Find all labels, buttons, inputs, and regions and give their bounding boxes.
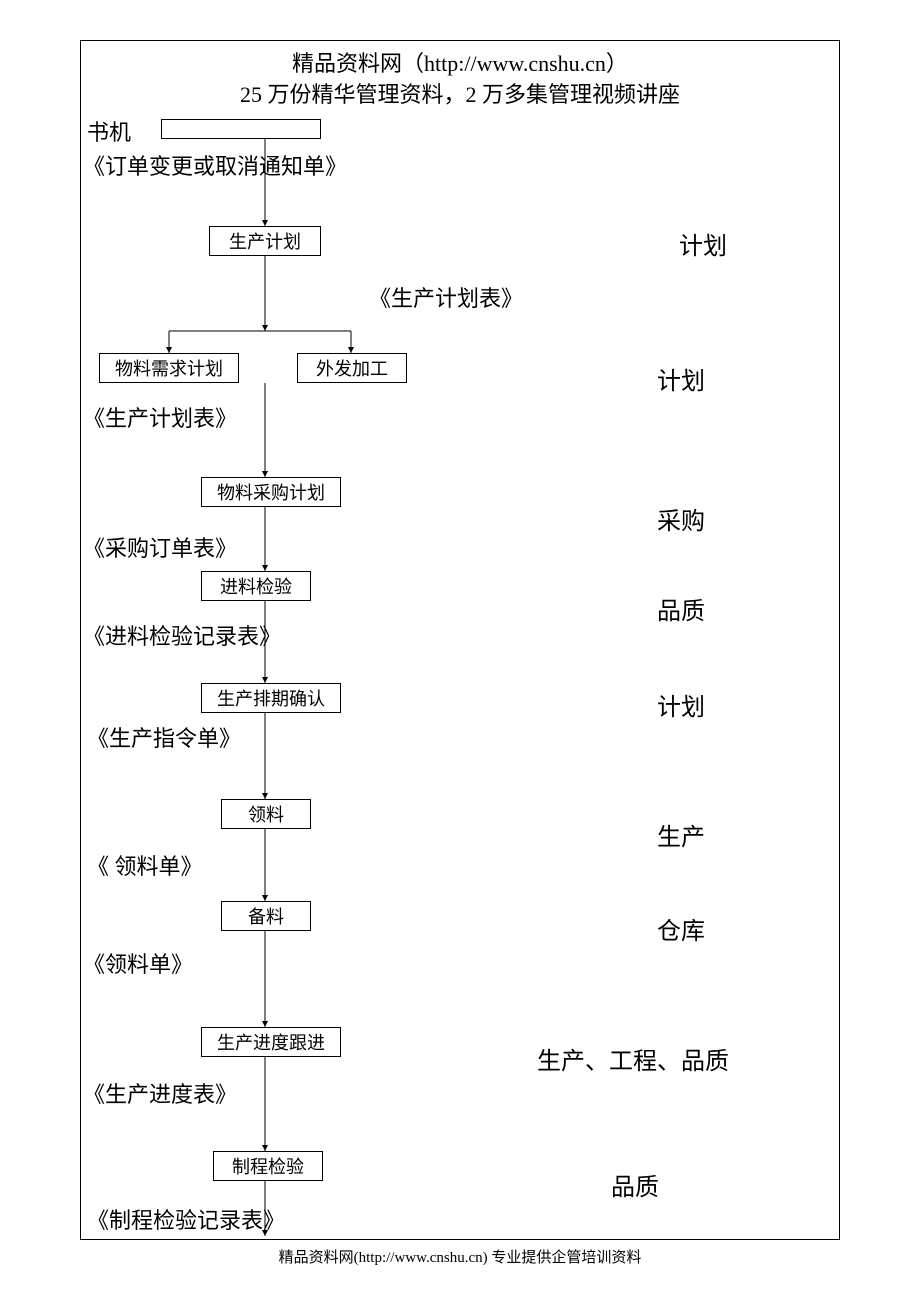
- department-label: 计划: [657, 361, 705, 396]
- department-label: 品质: [611, 1167, 659, 1202]
- flow-node: 备料: [221, 901, 311, 931]
- department-label: 仓库: [657, 911, 705, 946]
- caption-label: 《生产指令单》: [87, 721, 241, 753]
- flow-node: [161, 119, 321, 139]
- caption-label: 《生产计划表》: [83, 401, 237, 433]
- caption-label: 《 领料单》: [87, 849, 203, 881]
- flow-node: 物料需求计划: [99, 353, 239, 383]
- header-line-1: 精品资料网（http://www.cnshu.cn）: [81, 49, 839, 80]
- caption-label: 《领料单》: [83, 947, 193, 979]
- page-frame: 精品资料网（http://www.cnshu.cn） 25 万份精华管理资料，2…: [80, 40, 840, 1240]
- flow-node: 进料检验: [201, 571, 311, 601]
- caption-label: 《订单变更或取消通知单》: [83, 149, 347, 181]
- flow-node: 生产计划: [209, 226, 321, 256]
- caption-label: 《进料检验记录表》: [83, 619, 281, 651]
- department-label: 计划: [679, 226, 727, 261]
- flow-node: 生产排期确认: [201, 683, 341, 713]
- header-line-2: 25 万份精华管理资料，2 万多集管理视频讲座: [81, 80, 839, 111]
- caption-label: 《制程检验记录表》: [87, 1203, 285, 1235]
- flow-node: 生产进度跟进: [201, 1027, 341, 1057]
- department-label: 采购: [657, 501, 705, 536]
- flow-node: 物料采购计划: [201, 477, 341, 507]
- flow-node: 外发加工: [297, 353, 407, 383]
- department-label: 生产、工程、品质: [537, 1041, 729, 1076]
- page-footer: 精品资料网(http://www.cnshu.cn) 专业提供企管培训资料: [81, 1246, 839, 1267]
- caption-label: 《采购订单表》: [83, 531, 237, 563]
- department-label: 品质: [657, 591, 705, 626]
- flow-node: 领料: [221, 799, 311, 829]
- page-header: 精品资料网（http://www.cnshu.cn） 25 万份精华管理资料，2…: [81, 41, 839, 111]
- caption-label: 《生产进度表》: [83, 1077, 237, 1109]
- caption-label: 《生产计划表》: [369, 281, 523, 313]
- department-label: 生产: [657, 817, 705, 852]
- department-label: 计划: [657, 687, 705, 722]
- flow-node: 制程检验: [213, 1151, 323, 1181]
- caption-label: 书机: [87, 115, 131, 147]
